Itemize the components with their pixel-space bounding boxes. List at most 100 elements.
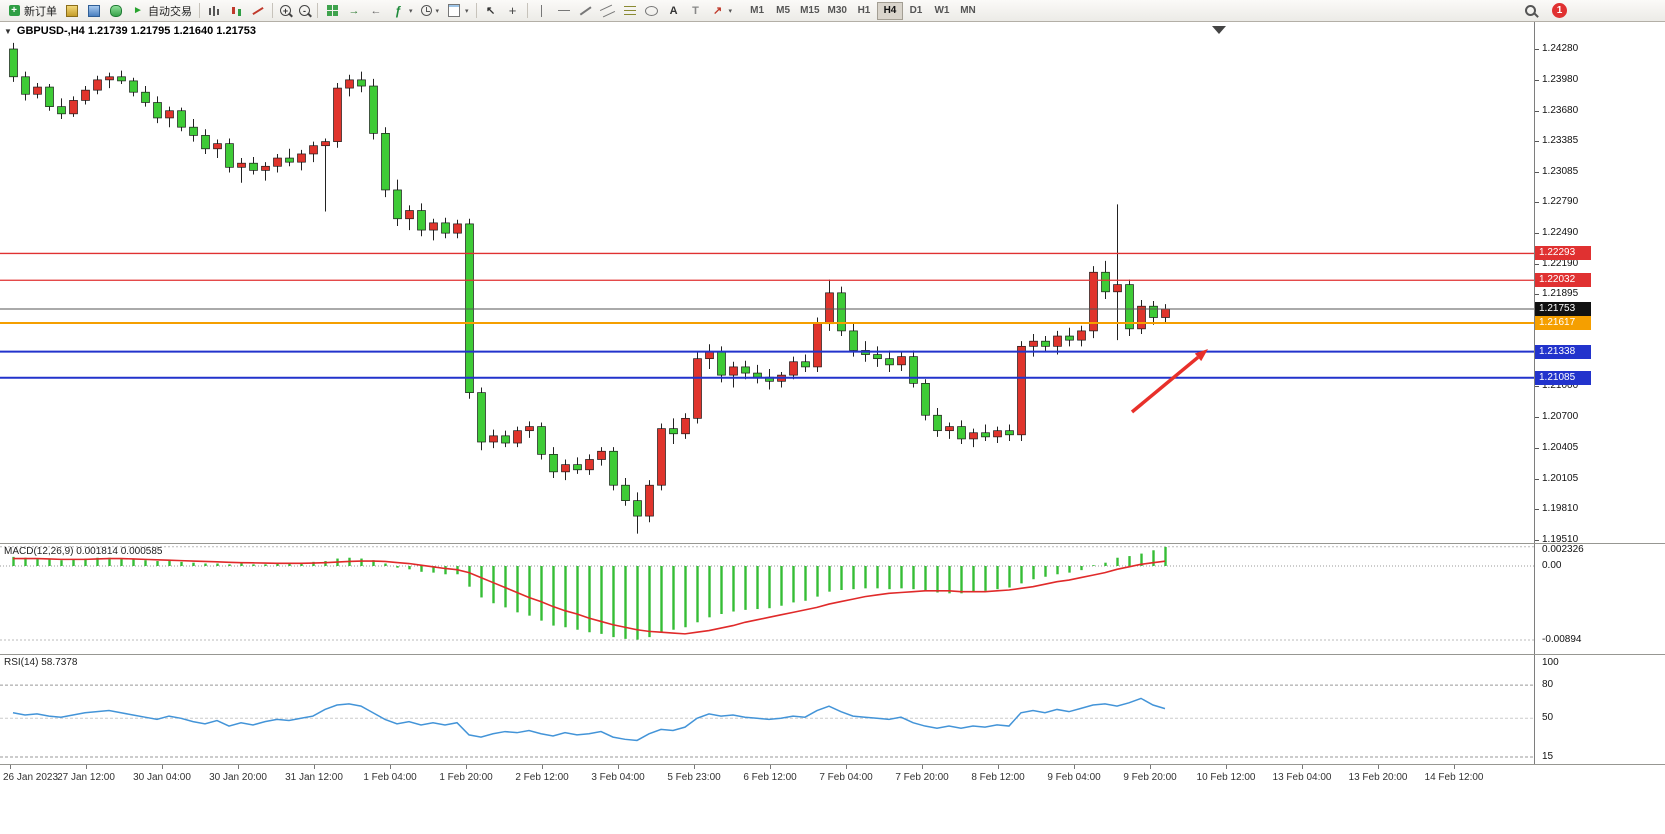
search-icon[interactable] xyxy=(1525,5,1536,16)
market-watch-button[interactable] xyxy=(61,1,83,20)
timeframe-m30-button[interactable]: M30 xyxy=(824,2,851,20)
shapes-button[interactable] xyxy=(641,1,663,20)
arrow-tools-button[interactable]: ▾ xyxy=(707,1,737,20)
price-axis-label: 1.22490 xyxy=(1542,227,1579,239)
dropdown-arrow-icon: ▾ xyxy=(728,7,733,15)
symbol-ohlc-text: GBPUSD-,H4 1.21739 1.21795 1.21640 1.217… xyxy=(16,25,257,37)
timeframe-d1-button[interactable]: D1 xyxy=(903,2,929,20)
tile-windows-button[interactable] xyxy=(321,1,343,20)
auto-scroll-button[interactable] xyxy=(343,1,365,20)
time-axis-tick xyxy=(1378,765,1379,769)
equidistant-channel-button[interactable] xyxy=(597,1,619,20)
timeframe-m5-button[interactable]: M5 xyxy=(770,2,796,20)
toolbar-separator xyxy=(199,3,200,18)
time-axis[interactable]: 26 Jan 2023 27 Jan 12:00 30 Jan 04:00 30 Ja… xyxy=(0,764,1665,790)
price-axis[interactable]: 1.24280 1.23980 1.23680 1.23385 1.23085 1.227… xyxy=(1534,22,1665,543)
time-axis-label: 1 Feb 04:00 xyxy=(363,772,417,783)
time-axis-tick xyxy=(162,765,163,769)
time-axis-tick xyxy=(922,765,923,769)
toolbar-separator xyxy=(475,3,477,18)
fibonacci-icon xyxy=(623,4,637,18)
trendline-button[interactable] xyxy=(575,1,597,20)
navigator-button[interactable] xyxy=(105,1,127,20)
price-badge: 1.21085 xyxy=(1535,370,1591,385)
horizontal-line-icon xyxy=(557,4,571,18)
price-badge: 1.21338 xyxy=(1535,344,1591,359)
rsi-axis[interactable]: 100 80 50 15 xyxy=(1534,655,1665,764)
price-axis-label: 1.22190 xyxy=(1542,258,1579,270)
candlestick-chart-button[interactable] xyxy=(225,1,247,20)
timeframe-mn-button[interactable]: MN xyxy=(955,2,981,20)
timeframe-w1-button[interactable]: W1 xyxy=(929,2,955,20)
price-axis-label: 1.23680 xyxy=(1542,104,1579,116)
time-axis-tick xyxy=(1226,765,1227,769)
line-chart-icon xyxy=(251,4,265,18)
time-axis-tick xyxy=(314,765,315,769)
price-axis-label: 1.23980 xyxy=(1542,73,1579,85)
cursor-button[interactable] xyxy=(480,1,502,20)
horizontal-line-button[interactable] xyxy=(553,1,575,20)
price-axis-tick xyxy=(1535,171,1539,173)
zoom-in-button[interactable]: + xyxy=(276,1,295,20)
auto-scroll-icon xyxy=(347,4,361,18)
chart-shift-button[interactable] xyxy=(365,1,387,20)
time-axis-label: 30 Jan 04:00 xyxy=(133,772,191,783)
toolbar-separator xyxy=(526,3,528,18)
timeframe-m15-button[interactable]: M15 xyxy=(796,2,823,20)
line-chart-button[interactable] xyxy=(247,1,269,20)
templates-button[interactable]: ▾ xyxy=(443,1,473,20)
bar-chart-button[interactable] xyxy=(203,1,225,20)
time-axis-tick xyxy=(998,765,999,769)
time-axis-tick xyxy=(846,765,847,769)
toolbar-separator xyxy=(317,3,318,18)
vertical-line-button[interactable] xyxy=(531,1,553,20)
crosshair-button[interactable] xyxy=(502,1,524,20)
price-badge: 1.21617 xyxy=(1535,315,1591,330)
dropdown-arrow-icon: ▾ xyxy=(409,7,413,15)
chart-shift-marker[interactable] xyxy=(1212,26,1226,34)
new-order-button[interactable]: 新订单 xyxy=(3,1,61,20)
time-axis-label: 30 Jan 20:00 xyxy=(209,772,267,783)
price-badge: 1.22293 xyxy=(1535,246,1591,261)
trend-arrow-annotation[interactable] xyxy=(1130,349,1208,414)
zoom-out-button[interactable]: - xyxy=(295,1,314,20)
timeframe-h1-button[interactable]: H1 xyxy=(851,2,877,20)
price-axis-tick xyxy=(1535,478,1539,480)
macd-axis[interactable]: 0.002326 0.00 -0.00894 xyxy=(1534,544,1665,654)
macd-axis-label: 0.00 xyxy=(1542,560,1562,571)
time-axis-label: 1 Feb 20:00 xyxy=(439,772,493,783)
time-axis-tick xyxy=(618,765,619,769)
price-axis-label: 1.22790 xyxy=(1542,196,1579,208)
time-axis-tick xyxy=(10,765,11,769)
periods-button[interactable]: ▾ xyxy=(417,1,444,20)
toolbar-right: 1 xyxy=(1525,3,1567,18)
timeframe-m1-button[interactable]: M1 xyxy=(744,2,770,20)
timeframe-h4-button[interactable]: H4 xyxy=(876,1,903,20)
time-axis-label: 7 Feb 04:00 xyxy=(819,772,873,783)
notification-badge[interactable]: 1 xyxy=(1552,3,1567,18)
macd-panel: MACD(12,26,9) 0.001814 0.000585 0.002326… xyxy=(0,543,1665,654)
label-icon xyxy=(689,4,703,18)
price-axis-tick xyxy=(1535,386,1539,388)
cursor-icon xyxy=(484,4,498,18)
data-window-button[interactable] xyxy=(83,1,105,20)
time-axis-label: 3 Feb 04:00 xyxy=(591,772,645,783)
timeframe-toolbar: M1 M5 M15 M30 H1 H4 D1 W1 MN xyxy=(744,1,981,20)
price-axis-tick xyxy=(1535,49,1539,50)
price-axis-label: 1.20700 xyxy=(1542,411,1579,423)
price-axis-tick xyxy=(1535,294,1539,296)
fibonacci-button[interactable] xyxy=(619,1,641,20)
label-button[interactable] xyxy=(685,1,707,20)
auto-trading-button[interactable]: 自动交易 xyxy=(127,1,196,20)
macd-signal-line xyxy=(13,557,1166,635)
price-chart-plot[interactable]: ▼ GBPUSD-,H4 1.21739 1.21795 1.21640 1.2… xyxy=(0,22,1534,543)
candlestick-series xyxy=(9,42,1170,534)
symbol-dropdown-icon[interactable]: ▼ xyxy=(4,26,12,36)
play-icon xyxy=(131,4,145,18)
text-icon xyxy=(667,4,681,18)
time-axis-tick xyxy=(1454,765,1455,769)
time-axis-tick xyxy=(1302,765,1303,769)
indicators-button[interactable]: ▾ xyxy=(387,1,417,20)
text-button[interactable] xyxy=(663,1,685,20)
navigator-icon xyxy=(109,4,123,18)
